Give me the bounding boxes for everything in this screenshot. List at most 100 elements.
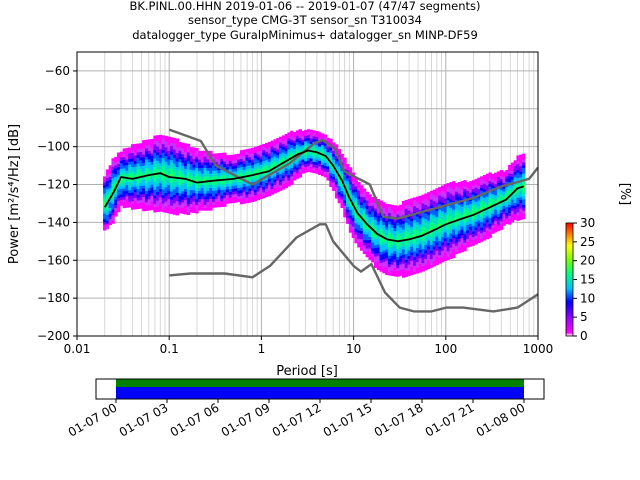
heatmap-cell — [256, 160, 261, 164]
heatmap-cell — [130, 172, 135, 176]
heatmap-cell — [390, 244, 395, 248]
heatmap-cell — [242, 200, 247, 204]
heatmap-cell — [415, 267, 420, 271]
heatmap-cell — [156, 197, 160, 201]
heatmap-cell — [234, 165, 238, 169]
heatmap-cell — [128, 153, 132, 157]
heatmap-cell — [510, 168, 515, 172]
heatmap-cell — [371, 202, 375, 206]
heatmap-cell — [499, 224, 504, 228]
heatmap-cell — [284, 142, 289, 146]
heatmap-cell — [441, 242, 445, 246]
heatmap-cell — [198, 179, 202, 183]
heatmap-cell — [454, 194, 459, 198]
heatmap-cell — [153, 155, 157, 159]
heatmap-cell — [510, 162, 515, 166]
heatmap-cell — [133, 160, 138, 164]
heatmap-cell — [139, 148, 143, 152]
heatmap-cell — [125, 204, 129, 208]
heatmap-cell — [214, 190, 219, 194]
heatmap-cell — [396, 248, 400, 252]
heatmap-cell — [396, 222, 400, 226]
heatmap-cell — [170, 145, 174, 149]
heatmap-cell — [220, 152, 224, 156]
heatmap-cell — [404, 202, 409, 206]
heatmap-cell — [147, 153, 152, 157]
heatmap-cell — [239, 170, 244, 174]
heatmap-cell — [410, 249, 414, 253]
heatmap-cell — [488, 212, 492, 216]
heatmap-cell — [332, 148, 336, 152]
heatmap-cell — [373, 239, 378, 243]
heatmap-cell — [234, 156, 238, 160]
heatmap-cell — [133, 180, 138, 184]
heatmap-cell — [438, 260, 442, 264]
heatmap-cell — [186, 143, 191, 147]
heatmap-cell — [329, 158, 333, 162]
heatmap-cell — [139, 160, 143, 164]
heatmap-cell — [262, 149, 266, 153]
heatmap-cell — [477, 234, 481, 238]
heatmap-cell — [130, 155, 135, 159]
heatmap-cell — [365, 231, 370, 235]
heatmap-cell — [429, 205, 434, 209]
heatmap-cell — [189, 169, 194, 173]
heatmap-cell — [158, 163, 163, 167]
heatmap-cell — [429, 196, 434, 200]
heatmap-cell — [360, 244, 364, 248]
heatmap-cell — [234, 168, 238, 172]
heatmap-cell — [427, 263, 431, 267]
heatmap-cell — [371, 197, 375, 201]
heatmap-cell — [413, 223, 417, 227]
heatmap-cell — [365, 205, 370, 209]
heatmap-cell — [195, 193, 199, 197]
heatmap-cell — [175, 152, 180, 156]
heatmap-cell — [477, 180, 481, 184]
heatmap-cell — [276, 140, 280, 144]
heatmap-cell — [329, 172, 333, 176]
heatmap-cell — [117, 166, 121, 170]
heatmap-cell — [418, 252, 423, 256]
heatmap-cell — [477, 177, 481, 181]
heatmap-cell — [477, 240, 481, 244]
heatmap-cell — [184, 188, 188, 192]
heatmap-cell — [139, 197, 143, 201]
heatmap-cell — [262, 172, 266, 176]
heatmap-cell — [385, 223, 389, 227]
heatmap-cell — [234, 199, 238, 203]
heatmap-cell — [153, 178, 157, 182]
heatmap-cell — [284, 182, 289, 186]
heatmap-cell — [186, 186, 191, 190]
heatmap-cell — [418, 195, 423, 199]
chart-title-line-1: BK.PINL.00.HHN 2019-01-06 -- 2019-01-07 … — [129, 0, 480, 13]
heatmap-cell — [362, 248, 367, 252]
heatmap-cell — [144, 156, 149, 160]
heatmap-cell — [446, 254, 451, 258]
heatmap-cell — [376, 264, 381, 268]
heatmap-cell — [178, 190, 182, 194]
heatmap-cell — [239, 153, 244, 157]
heatmap-cell — [446, 237, 451, 241]
heatmap-cell — [387, 229, 392, 233]
heatmap-cell — [379, 248, 383, 252]
heatmap-cell — [111, 169, 115, 173]
heatmap-cell — [270, 166, 275, 170]
heatmap-cell — [161, 200, 166, 204]
heatmap-cell — [192, 178, 196, 182]
heatmap-cell — [178, 181, 182, 185]
heatmap-cell — [306, 129, 311, 133]
heatmap-cell — [214, 204, 219, 208]
heatmap-cell — [418, 255, 423, 259]
heatmap-cell — [393, 211, 397, 215]
heatmap-cell — [443, 226, 448, 230]
heatmap-cell — [128, 175, 132, 179]
heatmap-cell — [170, 157, 174, 161]
heatmap-cell — [505, 218, 509, 222]
heatmap-cell — [379, 217, 383, 221]
heatmap-cell — [404, 251, 409, 255]
heatmap-cell — [237, 159, 241, 163]
heatmap-cell — [108, 207, 113, 211]
heatmap-cell — [429, 213, 434, 217]
heatmap-cell — [111, 209, 115, 213]
heatmap-cell — [474, 190, 478, 194]
